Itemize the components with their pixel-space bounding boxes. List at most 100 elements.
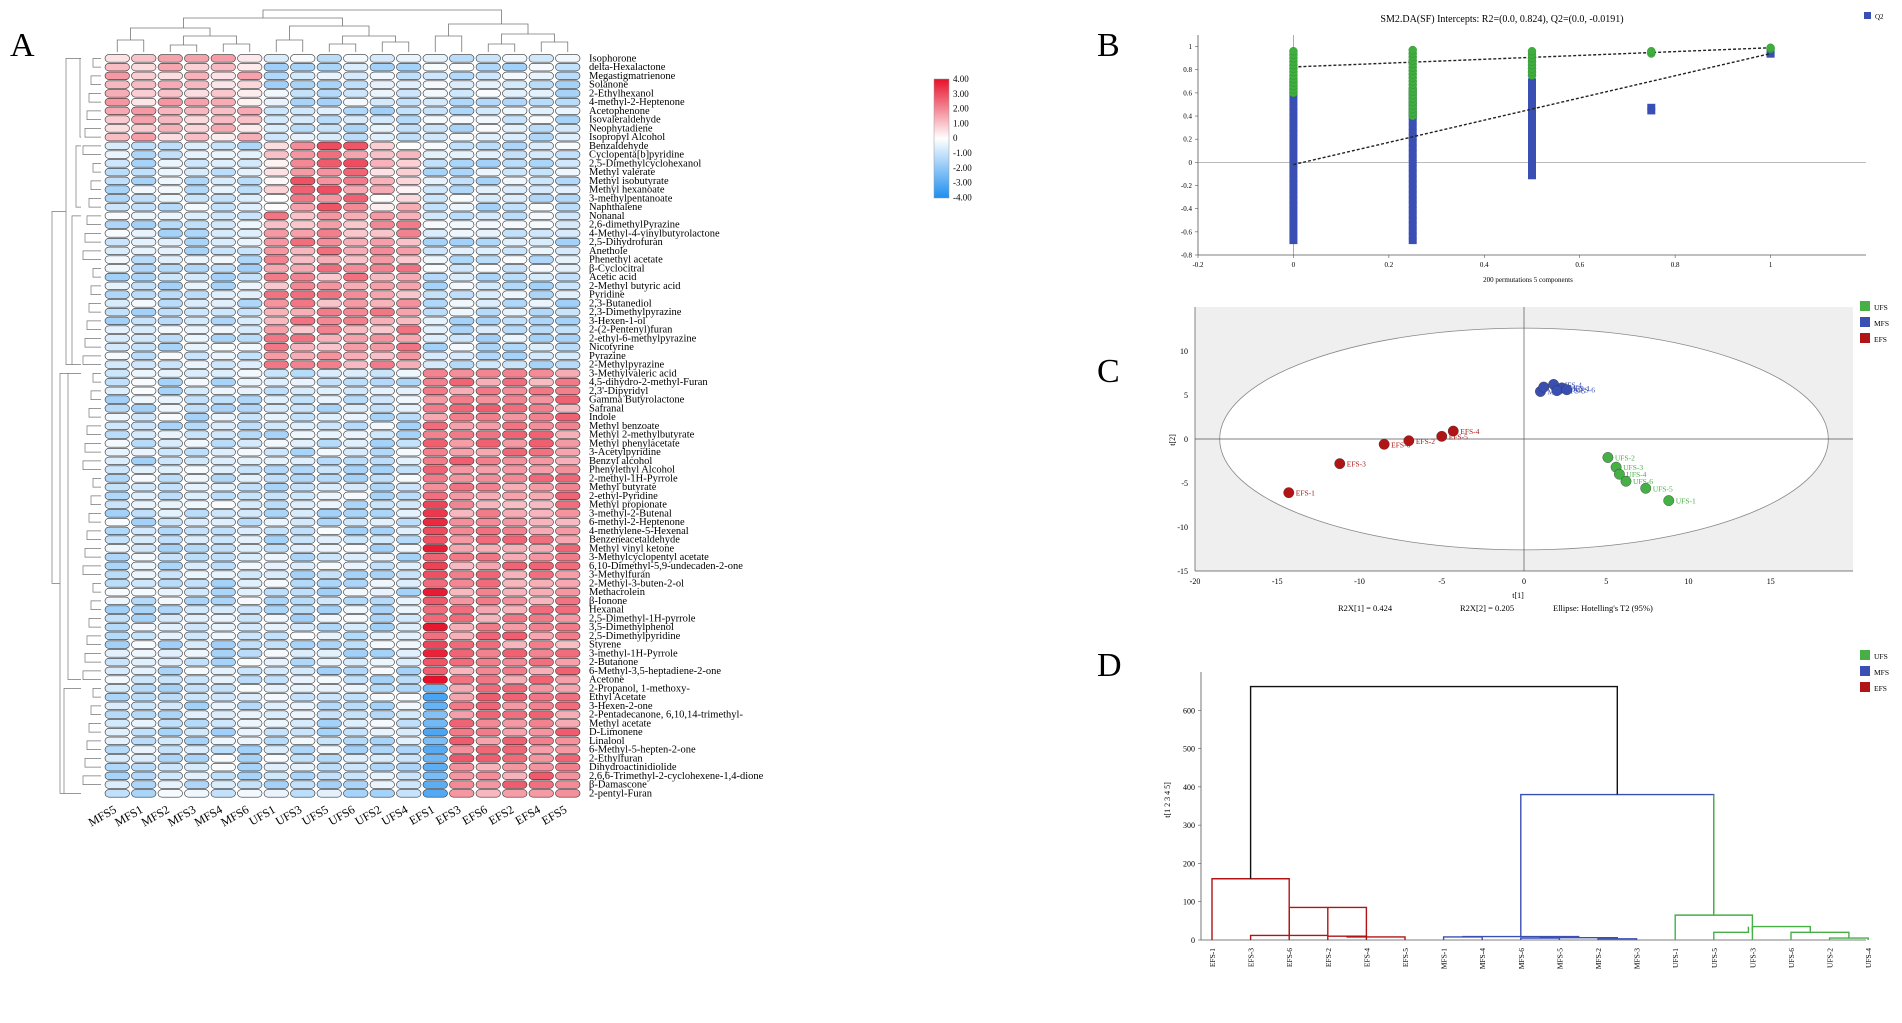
heatmap-cell [237,789,263,798]
heatmap-cell [475,413,501,422]
heatmap-cell [290,649,316,658]
heatmap-cell [369,666,395,675]
heatmap-cell [237,150,263,159]
heatmap-cell [528,106,554,115]
row-dendrogram-link [92,58,101,68]
heatmap-cell [449,684,475,693]
heatmap-cell [422,185,448,194]
heatmap-cell [104,780,130,789]
heatmap-cell [316,439,342,448]
heatmap-cell [528,623,554,632]
heatmap-cell [369,386,395,395]
heatmap-cell [475,63,501,72]
heatmap-cell [210,325,236,334]
heatmap-cell [290,369,316,378]
heatmap-cell [502,421,528,430]
heatmap-cell [343,168,369,177]
heatmap-cell [396,299,422,308]
q2-point [1289,140,1298,147]
heatmap-cell [184,264,210,273]
heatmap-cell [157,54,183,63]
heatmap-cell [316,771,342,780]
heatmap-cell [369,273,395,282]
heatmap-row-label: 2,3'-Dipyridyl [589,386,648,397]
heatmap-cell [237,308,263,317]
heatmap-cell [555,623,581,632]
heatmap-cell [396,238,422,247]
heatmap-cell [184,736,210,745]
heatmap-cell [555,360,581,369]
heatmap-cell [502,588,528,597]
heatmap-cell [157,290,183,299]
heatmap-cell [316,579,342,588]
heatmap-cell [157,719,183,728]
column-dendrogram [116,9,569,52]
heatmap-cell [528,745,554,754]
heatmap-cell [237,509,263,518]
heatmap-cell [475,780,501,789]
heatmap-cell [396,334,422,343]
heatmap-cell [449,124,475,133]
heatmap-cell [210,281,236,290]
heatmap-cell [290,290,316,299]
heatmap-cell [422,150,448,159]
heatmap-cell [184,710,210,719]
heatmap-cell [237,535,263,544]
heatmap-cell [131,316,157,325]
heatmap-cell [131,448,157,457]
heatmap-cell [369,500,395,509]
heatmap-cell [475,518,501,527]
colorbar-tick-label: -3.00 [953,178,972,188]
heatmap-cell [184,273,210,282]
heatmap-cell [475,378,501,387]
heatmap-cell [210,106,236,115]
heatmap-cell [343,588,369,597]
heatmap-cell [475,763,501,772]
c-point-label: UFS-3 [1623,463,1643,472]
heatmap-cell [555,133,581,142]
heatmap-cell [343,623,369,632]
d-legend-swatch [1860,650,1870,660]
heatmap-cell [422,745,448,754]
heatmap-cell [475,229,501,238]
heatmap-cell [369,281,395,290]
heatmap-cell [555,596,581,605]
heatmap-cell [369,570,395,579]
heatmap-cell [555,273,581,282]
column-dendrogram-link [222,43,251,52]
heatmap-cell [184,238,210,247]
heatmap-cell [396,89,422,98]
heatmap-cell [422,483,448,492]
heatmap-cell [555,54,581,63]
heatmap-cell [290,273,316,282]
c-legend-swatch [1860,301,1870,311]
heatmap-cell [502,106,528,115]
heatmap-cell [263,343,289,352]
heatmap-cell [396,509,422,518]
heatmap-cell [104,89,130,98]
heatmap-cell [316,430,342,439]
heatmap-cell [369,141,395,150]
heatmap-cell [263,264,289,273]
heatmap-cell [210,308,236,317]
heatmap-cell [422,299,448,308]
heatmap-cell [104,264,130,273]
heatmap-row-label: Isopropyl Alcohol [589,132,665,143]
heatmap-cell [422,763,448,772]
heatmap-cell [104,658,130,667]
heatmap-cell [263,561,289,570]
heatmap-cell [316,220,342,229]
heatmap-cell [502,220,528,229]
c-point [1663,495,1675,506]
heatmap-cell [475,439,501,448]
heatmap-cell [502,631,528,640]
heatmap-cell [555,483,581,492]
heatmap-cell [210,561,236,570]
heatmap-cell [369,658,395,667]
heatmap-cell [528,308,554,317]
heatmap-cell [528,518,554,527]
heatmap-cell [422,491,448,500]
heatmap-cell [157,273,183,282]
heatmap-cell [369,448,395,457]
heatmap-row-label: Benzyl alcohol [589,456,652,467]
